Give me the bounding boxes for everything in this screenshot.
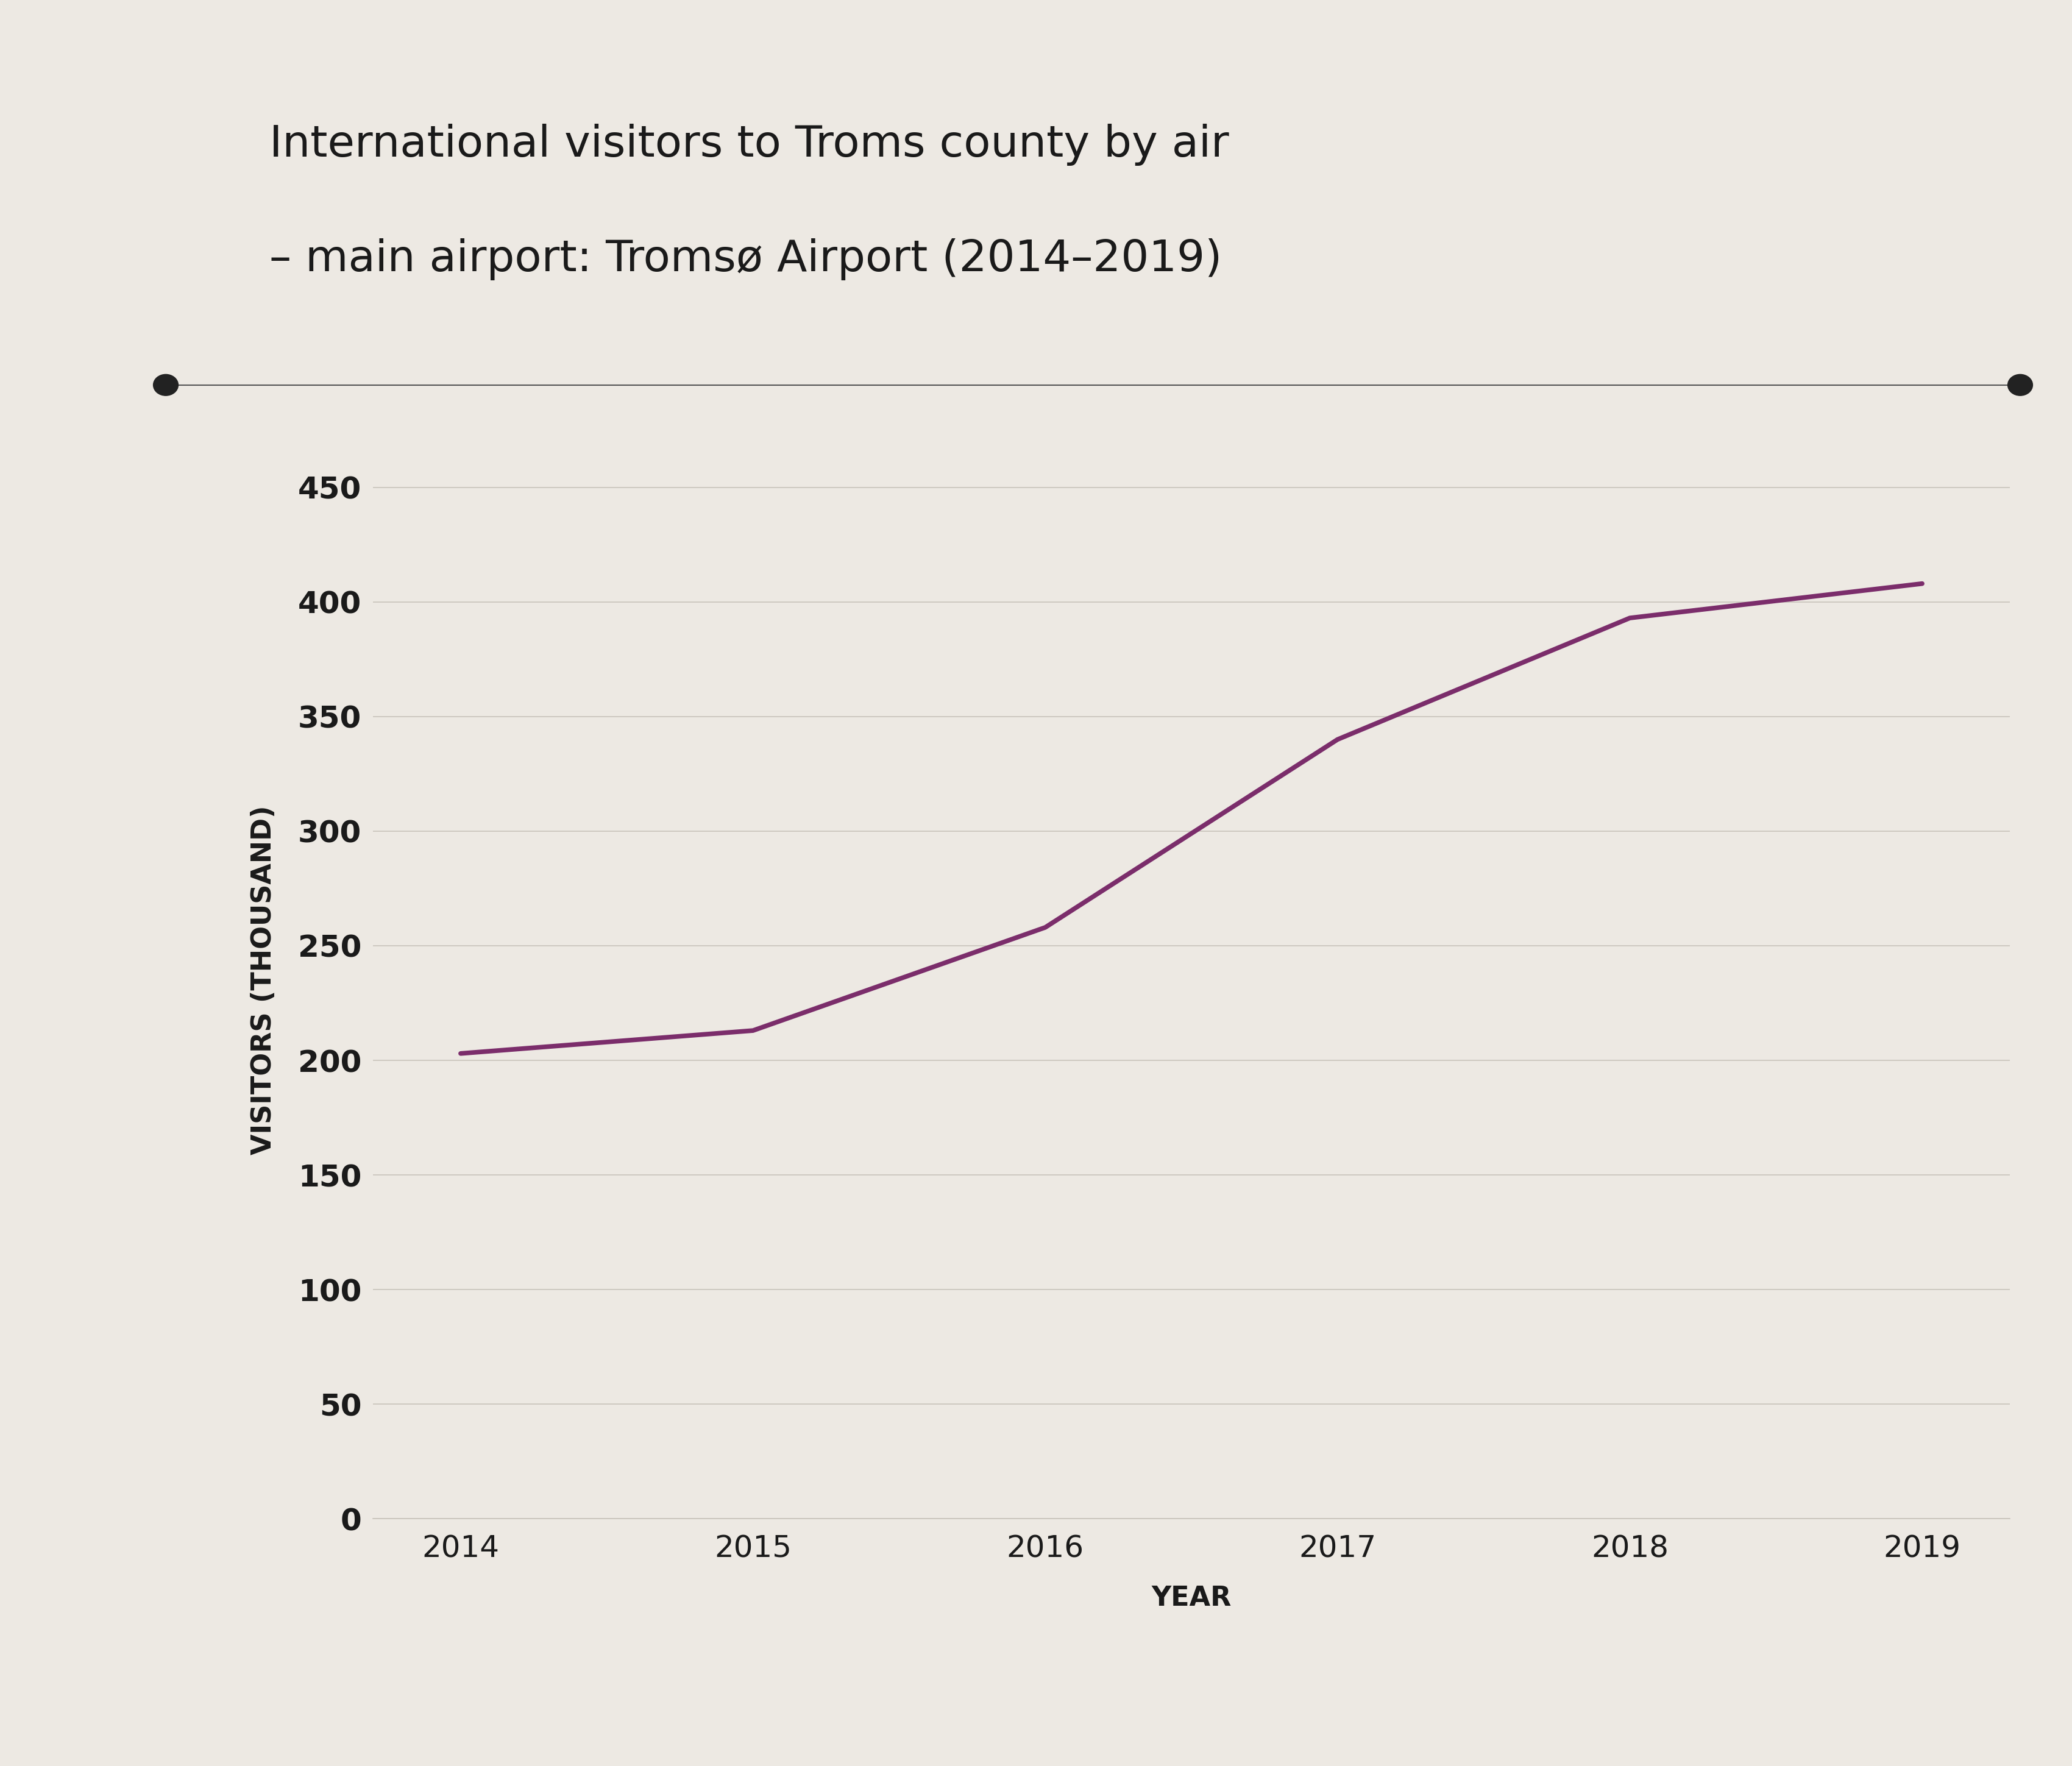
- Text: – main airport: Tromsø Airport (2014–2019): – main airport: Tromsø Airport (2014–201…: [269, 238, 1222, 281]
- Y-axis label: VISITORS (THOUSAND): VISITORS (THOUSAND): [251, 805, 278, 1155]
- X-axis label: YEAR: YEAR: [1152, 1584, 1231, 1611]
- Text: International visitors to Troms county by air: International visitors to Troms county b…: [269, 124, 1229, 166]
